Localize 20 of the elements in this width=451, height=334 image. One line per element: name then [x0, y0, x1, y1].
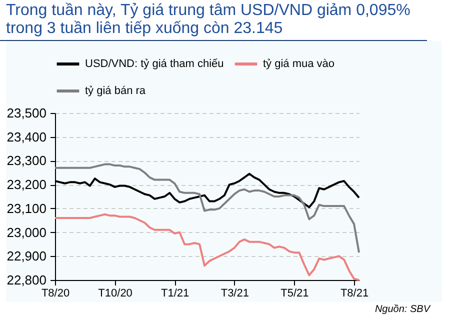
chart-title: Trong tuần này, Tỷ giá trung tâm USD/VND giảm 0,095% trong 3 tuần liên tiếp xuống còn 23.145 [0, 0, 427, 41]
x-tick-label: T3/21 [220, 288, 249, 300]
legend-label: tỷ giá mua vào [263, 58, 335, 70]
x-tick-label: T8/20 [41, 288, 70, 300]
legend-label: tỷ giá bán ra [85, 85, 146, 97]
line-series [54, 163, 360, 254]
x-tick-label: T1/21 [161, 288, 190, 300]
y-tick-label: 22,900 [6, 248, 46, 264]
text: Nguồn: SBV [374, 303, 430, 315]
y-tick-label: 23,100 [6, 200, 46, 216]
y-tick-label: 23,200 [6, 177, 46, 192]
y-tick-label: 23,000 [6, 224, 46, 240]
x-tick-label: T8/21 [340, 288, 369, 300]
y-tick-label: 22,800 [6, 272, 46, 288]
legend-label: USD/VND: tỷ giá tham chiếu [85, 58, 224, 70]
y-tick-label: 23,500 [6, 106, 46, 120]
y-tick-label: 23,300 [6, 153, 46, 168]
y-tick-label: 23,400 [6, 129, 46, 144]
x-tick-label: T5/21 [280, 288, 309, 300]
x-tick-label: T10/20 [98, 288, 132, 300]
